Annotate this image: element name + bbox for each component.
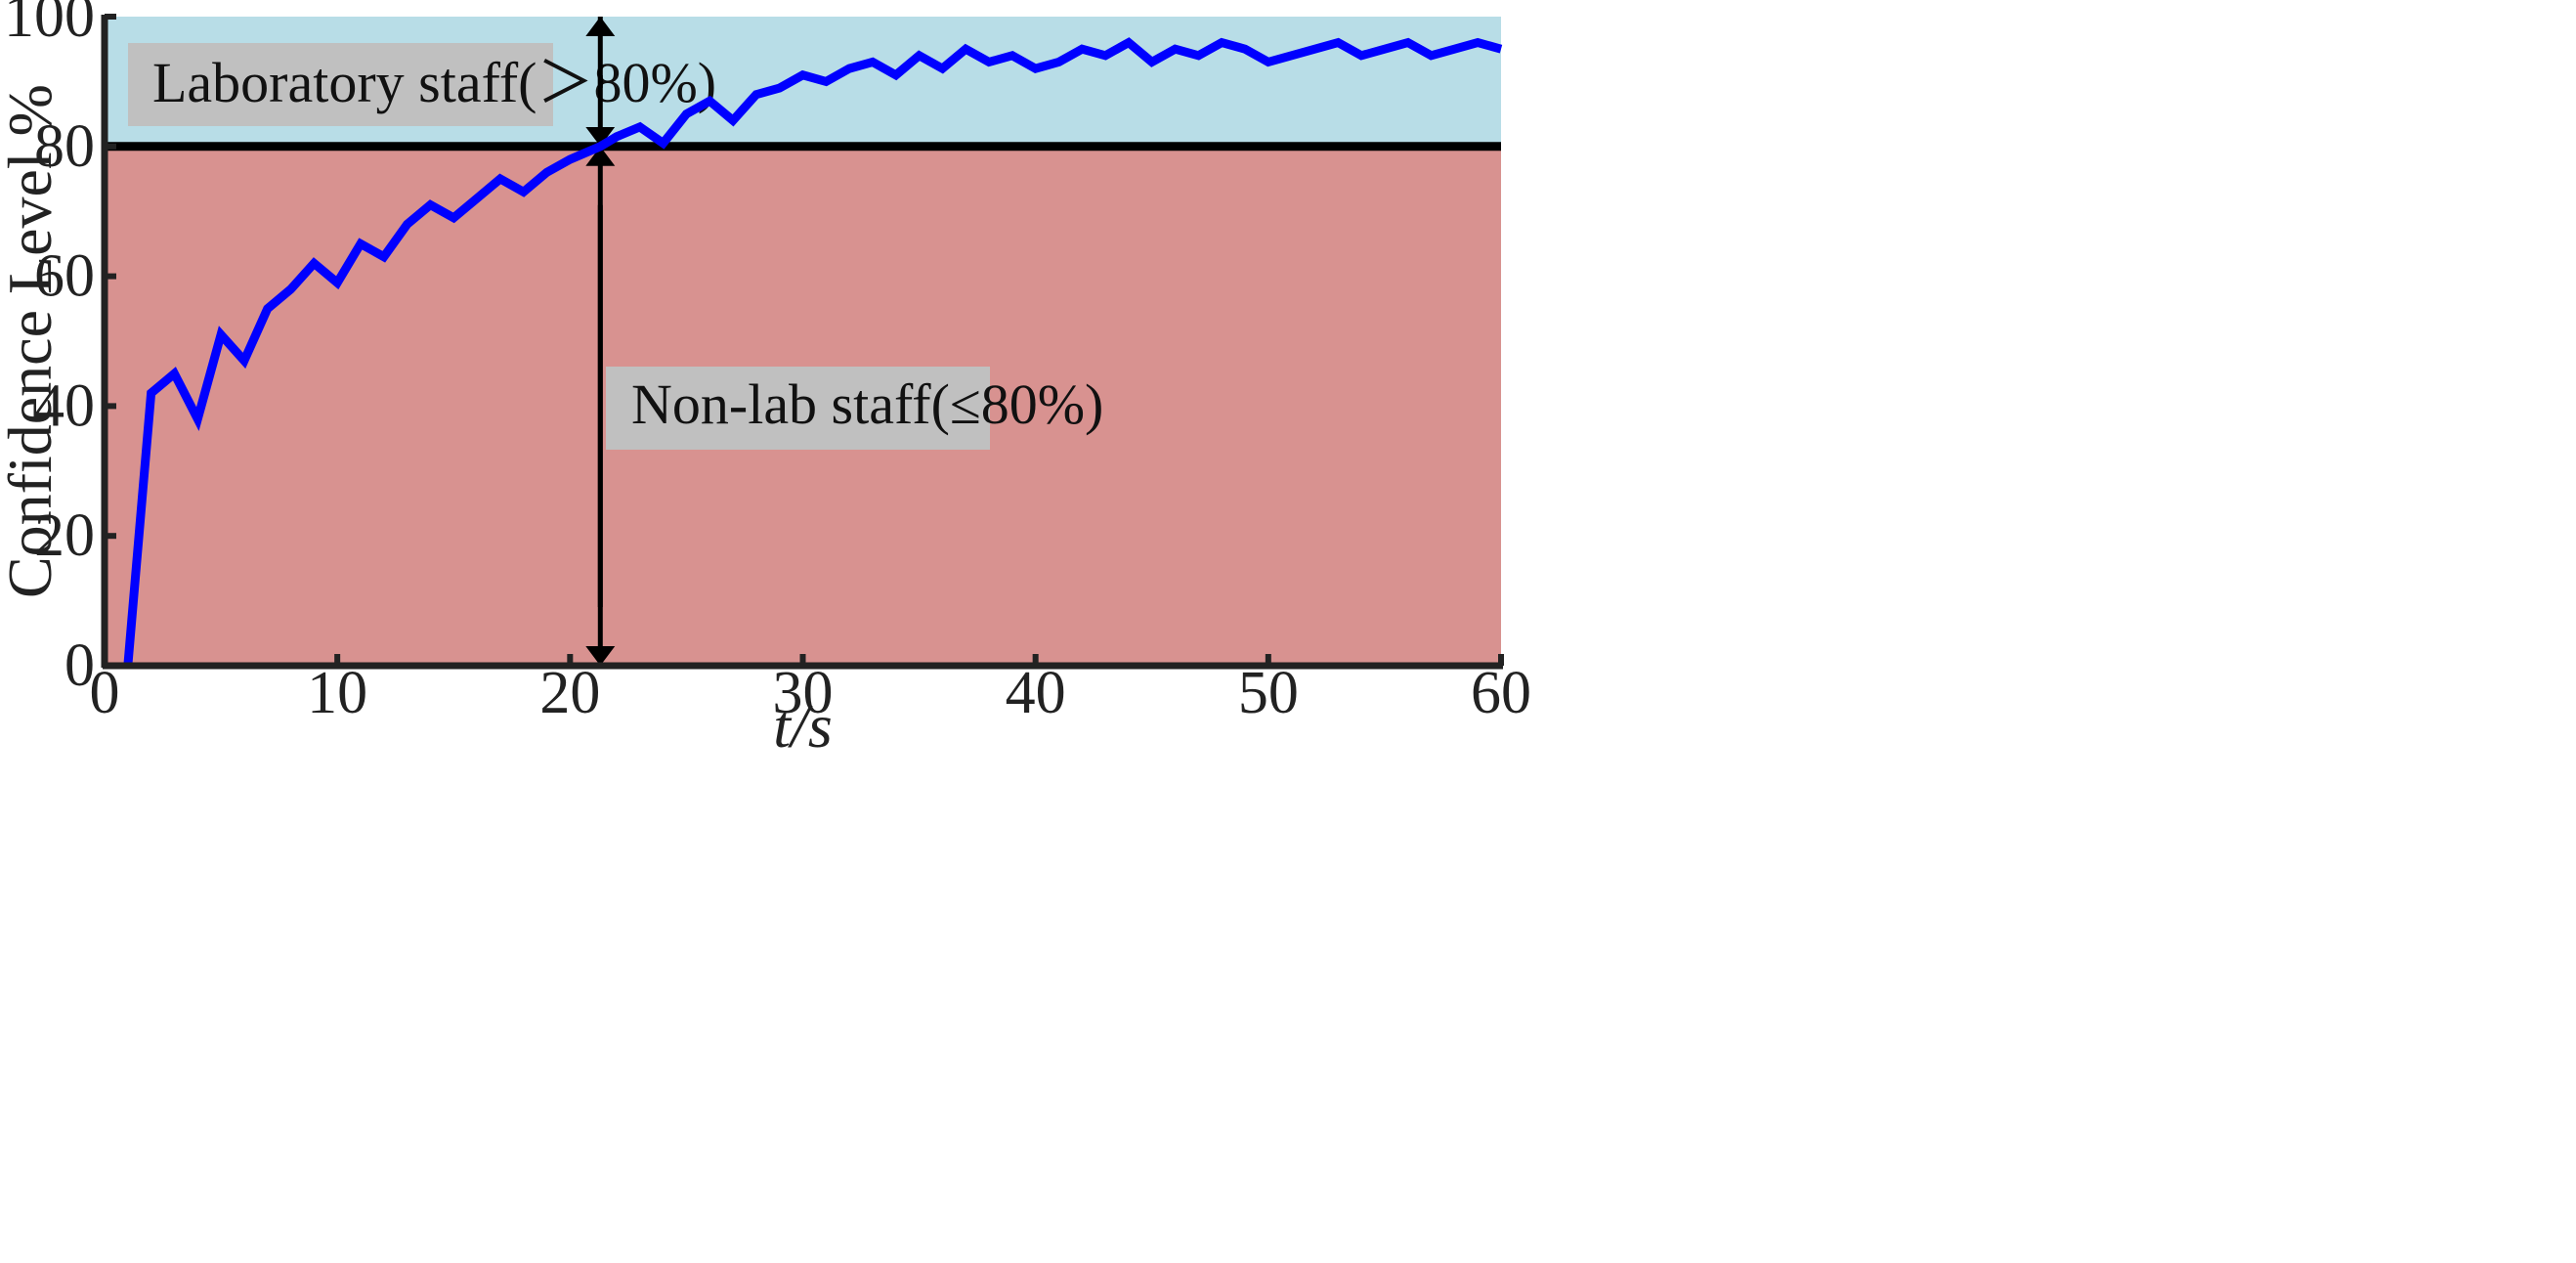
data-point: [1497, 45, 1505, 53]
data-point: [596, 143, 604, 151]
x-tick-label: 0: [90, 660, 120, 726]
data-point: [682, 110, 690, 118]
data-point: [333, 279, 341, 286]
data-point: [1148, 58, 1156, 65]
data-point: [1218, 39, 1225, 47]
data-point: [404, 220, 411, 228]
data-point: [1078, 45, 1086, 53]
y-tick-label: 20: [34, 502, 95, 569]
data-point: [1009, 52, 1016, 60]
data-point: [450, 214, 457, 222]
x-tick-label: 10: [307, 660, 367, 726]
y-axis-title: Confidence Level %: [0, 84, 64, 598]
data-point: [1194, 52, 1202, 60]
data-point: [869, 58, 877, 65]
data-point: [1125, 39, 1133, 47]
data-point: [380, 253, 388, 261]
data-point: [799, 71, 807, 79]
data-point: [240, 357, 248, 365]
data-point: [1172, 45, 1180, 53]
data-point: [938, 65, 946, 72]
data-point: [193, 415, 201, 423]
x-tick-label: 30: [773, 660, 834, 726]
y-tick-label: 0: [64, 632, 95, 699]
data-point: [310, 259, 318, 267]
data-point: [1288, 52, 1296, 60]
data-point: [706, 97, 713, 105]
data-point: [916, 52, 923, 60]
data-point: [287, 285, 295, 293]
series-line-0: [123, 37, 1503, 667]
data-point: [636, 123, 644, 131]
data-point: [822, 77, 830, 85]
data-point: [1474, 39, 1481, 47]
data-point: [776, 84, 784, 92]
data-point: [520, 188, 528, 196]
data-point: [1357, 52, 1365, 60]
data-point: [170, 370, 178, 377]
y-tick-label: 80: [34, 113, 95, 180]
data-point: [1101, 52, 1109, 60]
data-point: [496, 175, 504, 183]
data-point: [613, 133, 621, 141]
y-tick-label: 60: [34, 243, 95, 310]
lab-staff-label-box: [128, 43, 553, 126]
data-point: [148, 389, 155, 397]
data-point: [1265, 58, 1272, 65]
data-point: [660, 139, 667, 147]
x-tick-label: 40: [1006, 660, 1066, 726]
data-point: [264, 305, 272, 313]
non-lab-staff-label: Non-lab staff(≤80%): [631, 372, 1103, 436]
data-point: [1310, 45, 1318, 53]
y-tick-label: 100: [4, 0, 95, 50]
data-point: [1054, 58, 1062, 65]
data-point: [962, 45, 969, 53]
data-point: [1428, 52, 1436, 60]
data-point: [985, 58, 993, 65]
non-lab-staff-annotation: Non-lab staff(≤80%): [606, 367, 1103, 450]
data-point: [566, 155, 574, 163]
data-point: [217, 330, 225, 338]
data-point: [543, 168, 551, 176]
lab-staff-annotation: Laboratory staff(＞80%): [128, 43, 716, 126]
data-point: [845, 65, 853, 72]
data-point: [357, 240, 365, 247]
data-point: [1032, 65, 1040, 72]
y-tick-label: 40: [34, 372, 95, 439]
data-point: [426, 201, 434, 209]
x-tick-label: 50: [1238, 660, 1299, 726]
data-point: [729, 116, 737, 124]
x-tick-label: 60: [1471, 660, 1531, 726]
lab-staff-label: Laboratory staff(＞80%): [152, 51, 716, 114]
data-point: [1381, 45, 1389, 53]
data-point: [1334, 39, 1342, 47]
data-point: [752, 91, 760, 99]
data-point: [892, 71, 900, 79]
data-point: [1241, 45, 1249, 53]
data-point: [473, 195, 481, 202]
x-tick-label: 20: [539, 660, 600, 726]
x-axis-title: t/s: [773, 691, 832, 761]
data-point: [1450, 45, 1458, 53]
data-point: [1404, 39, 1412, 47]
non-lab-staff-label-box: [606, 367, 990, 450]
